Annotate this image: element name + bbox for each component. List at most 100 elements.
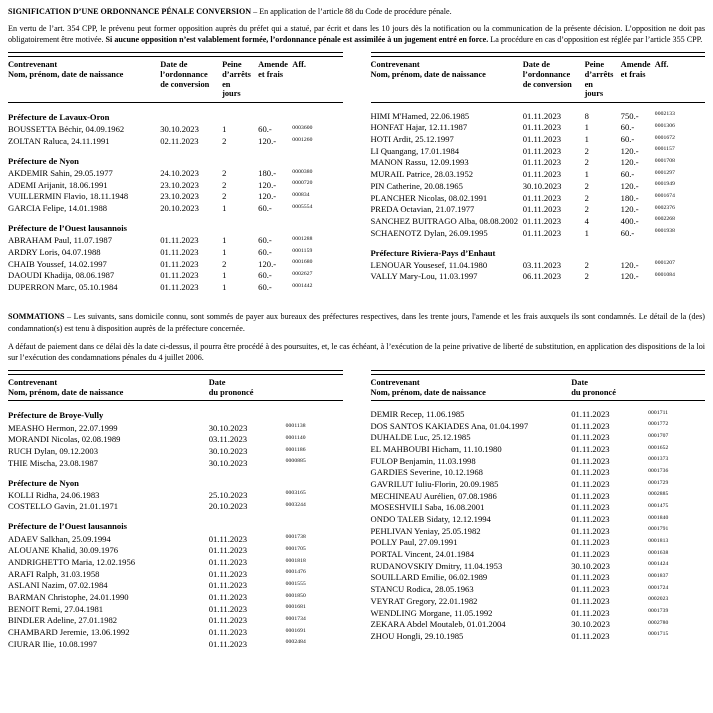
table-row: THIE Mischa, 23.08.1987 30.10.2023 0000885 (8, 457, 343, 469)
table-row: GAVRILUT Iuliu-Florin, 20.09.1985 01.11.2… (371, 479, 706, 491)
prefecture-heading: Préfecture de Nyon (8, 477, 79, 488)
cell-name: STANCU Rodica, 28.05.1963 (370, 584, 474, 595)
cell-aff: 0001680 (292, 259, 313, 266)
cell-name: CIURAR Ilie, 10.08.1997 (8, 638, 98, 649)
summons-table-right-body: DEMIR Recep, 11.06.1985 01.11.2023 0001711… (371, 401, 706, 642)
cell-aff: 000834 (292, 192, 310, 199)
group-spacer (8, 401, 343, 409)
header-aff: Aff. (654, 56, 705, 104)
cell-aff: 0002627 (292, 270, 313, 277)
table-row: ZOLTAN Raluca, 24.11.1991 02.11.2023 2 120.… (8, 135, 343, 147)
cell-name: ZOLTAN Raluca, 24.11.1991 (8, 135, 110, 146)
cell-name: MEASHO Hermon, 22.07.1999 (8, 422, 118, 433)
cell-name: ALOUANE Khalid, 30.09.1976 (8, 545, 119, 556)
cell-aff: 0001707 (648, 433, 669, 440)
cell-aff: 0001084 (654, 271, 676, 278)
table-row: KOLLI Ridha, 24.06.1983 25.10.2023 0003165 (8, 489, 343, 501)
table-row: PREDA Octavian, 21.07.1977 01.11.2023 2 120… (371, 204, 706, 216)
cell-aff: 0001260 (292, 136, 313, 143)
cell-peine: 2 (584, 204, 589, 215)
table-row: CIURAR Ilie, 10.08.1997 01.11.2023 0002484 (8, 638, 343, 650)
cell-amende: 120.- (258, 191, 277, 202)
cell-name: DOS SANTOS KAKIADES Ana, 01.04.1997 (370, 420, 529, 431)
header-aff: Aff. (292, 56, 343, 104)
cell-peine: 1 (222, 270, 227, 281)
cell-date: 01.11.2023 (571, 490, 610, 501)
table-row: HONFAT Hajar, 12.11.1987 01.11.2023 1 60.- 0… (371, 122, 706, 134)
cell-peine: 1 (584, 227, 589, 238)
table-row: PORTAL Vincent, 24.01.1984 01.11.2023 0001… (371, 549, 706, 561)
cell-aff: 0001674 (654, 193, 676, 200)
cell-name: THIE Mischa, 23.08.1987 (8, 457, 98, 468)
cell-name: ONDO TALEB Sidaty, 12.12.1994 (370, 514, 491, 525)
table-row: ONDO TALEB Sidaty, 12.12.1994 01.11.2023 0… (371, 514, 706, 526)
cell-date: 06.11.2023 (522, 271, 562, 282)
table-row: MOSESHVILI Saba, 16.08.2001 01.11.2023 000… (371, 502, 706, 514)
cell-name: BENOIT Remi, 27.04.1981 (8, 603, 104, 614)
cell-amende: 60.- (258, 203, 272, 214)
cell-amende: 120.- (620, 259, 639, 270)
cell-peine: 4 (584, 215, 589, 226)
cell-name: PLANCHER Nicolas, 08.02.1991 (370, 192, 488, 203)
cell-name: DUPERRON Marc, 05.10.1984 (8, 281, 118, 292)
group-heading-row: Préfecture de l’Ouest lausannois (8, 221, 343, 234)
cell-aff: 0001738 (285, 534, 306, 541)
cell-name: MECHINEAU Aurélien, 07.08.1986 (370, 490, 497, 501)
header-aff-blank (285, 374, 343, 402)
cell-aff: 0001140 (285, 434, 306, 441)
cell-date: 23.10.2023 (160, 179, 199, 190)
cell-peine: 1 (584, 122, 589, 133)
cell-aff: 0002780 (648, 619, 669, 626)
cell-aff: 0001736 (648, 468, 669, 475)
table-top-rule (8, 369, 343, 375)
cell-name: HIMI M'Hamed, 22.06.1985 (370, 110, 470, 121)
cell-aff: 0001818 (285, 557, 306, 564)
header-amende: Amende et frais (252, 56, 293, 104)
cell-name: AKDEMIR Sahin, 29.05.1977 (8, 168, 113, 179)
cell-name: PREDA Octavian, 21.07.1977 (370, 204, 475, 215)
cell-date: 02.11.2023 (160, 135, 199, 146)
cell-peine: 1 (222, 235, 227, 246)
cell-peine: 2 (584, 157, 589, 168)
table-row: ARDRY Loris, 04.07.1988 01.11.2023 1 60.- 00… (8, 246, 343, 258)
table-row: VUILLERMIN Flavio, 18.11.1948 23.10.2023 2… (8, 191, 343, 203)
table-row: SOUILLARD Emilie, 06.02.1989 01.11.2023 00… (371, 572, 706, 584)
cell-date: 01.11.2023 (571, 595, 610, 606)
header-contrevenant-line2: Nom, prénom, date de naissance (8, 69, 124, 79)
conversion-table-left-body: Préfecture de Lavaux-Oron BOUSSETTA Béchi… (8, 103, 343, 293)
table-row: ABRAHAM Paul, 11.07.1987 01.11.2023 1 60.- 0… (8, 235, 343, 247)
cell-name: PEHLIVAN Yeniay, 25.05.1982 (370, 525, 481, 536)
cell-date: 01.11.2023 (571, 525, 610, 536)
cell-peine: 1 (222, 281, 227, 292)
cell-name: GAVRILUT Iuliu-Florin, 20.09.1985 (370, 479, 499, 490)
cell-date: 01.11.2023 (522, 134, 562, 145)
header-contrevenant-line2: Nom, prénom, date de naissance (370, 387, 486, 397)
header-date-ordonnance: Date de l’ordonnance de conversion (160, 56, 223, 104)
cell-date: 01.11.2023 (208, 603, 248, 614)
group-heading-row: Préfecture de Nyon (8, 154, 343, 167)
cell-date: 01.11.2023 (571, 502, 610, 513)
cell-amende: 180.- (620, 192, 639, 203)
header-contrevenant-line1: Contrevenant (8, 60, 58, 70)
table-row: RUCH Dylan, 09.12.2003 30.10.2023 0001186 (8, 445, 343, 457)
prefecture-heading: Préfecture de l’Ouest lausannois (8, 223, 127, 234)
table-row: FULOP Benjamin, 11.03.1998 01.11.2023 0001… (371, 455, 706, 467)
table-row: ADEMI Arijanit, 18.06.1991 23.10.2023 2 120… (8, 179, 343, 191)
cell-peine: 2 (584, 271, 589, 282)
summons-notice-title: SOMMATIONS (8, 312, 65, 322)
group-heading-row: Préfecture de Lavaux-Oron (8, 110, 343, 123)
cell-aff: 0001791 (648, 526, 669, 533)
cell-aff: 0001739 (648, 608, 669, 615)
cell-amende: 60.- (620, 169, 635, 180)
group-spacer (8, 469, 343, 476)
cell-aff: 0001734 (285, 615, 306, 622)
cell-name: SCHAENOTZ Dylan, 26.09.1995 (370, 227, 488, 238)
table-row: ZHOU Hongli, 29.10.1985 01.11.2023 0001715 (371, 630, 706, 642)
group-heading-row: Préfecture Riviera-Pays d’Enhaut (371, 246, 706, 259)
cell-date: 01.11.2023 (208, 533, 248, 544)
cell-name: ZHOU Hongli, 29.10.1985 (370, 630, 464, 641)
table-row: CHAMBARD Jeremie, 13.06.1992 01.11.2023 00… (8, 626, 343, 638)
cell-amende: 60.- (258, 124, 272, 135)
cell-aff: 0002885 (648, 491, 669, 498)
cell-aff: 0002376 (654, 204, 676, 211)
